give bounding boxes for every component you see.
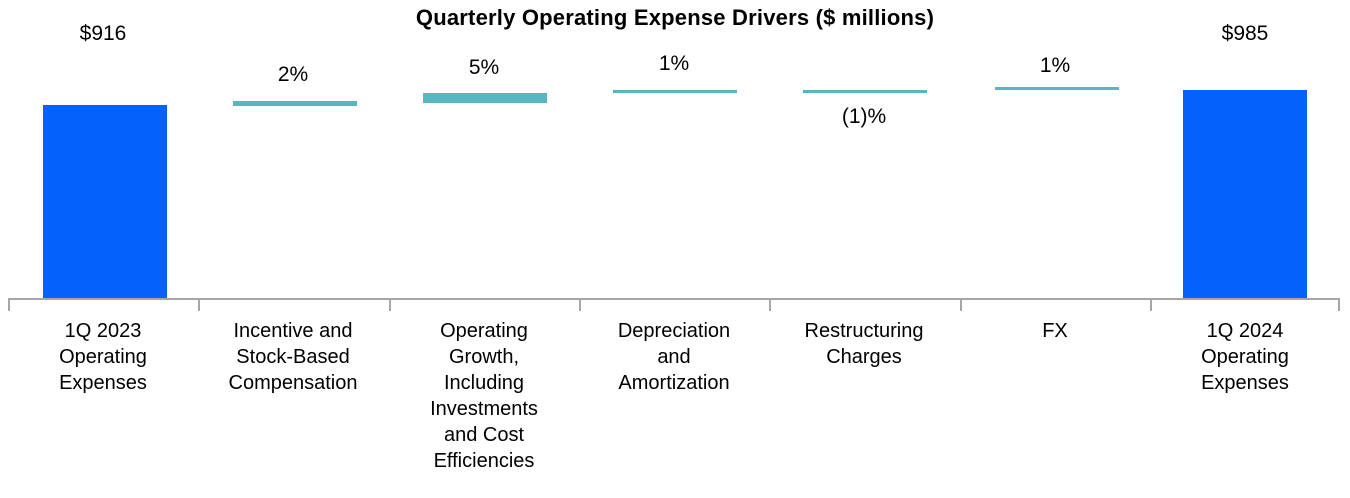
value-label-1q2024: $985 bbox=[1221, 22, 1269, 45]
axis-tick bbox=[960, 298, 962, 311]
value-label-fx: 1% bbox=[1039, 54, 1071, 77]
chart-title: Quarterly Operating Expense Drivers ($ m… bbox=[415, 5, 935, 30]
category-label-fx: FX bbox=[1042, 320, 1068, 342]
x-axis-line bbox=[8, 298, 1340, 300]
category-label-incentive-comp: Incentive and Stock-Based Compensation bbox=[228, 320, 358, 394]
axis-tick bbox=[1338, 298, 1340, 311]
category-label-depreciation: Depreciation and Amortization bbox=[617, 320, 731, 394]
axis-tick bbox=[1150, 298, 1152, 311]
axis-tick bbox=[198, 298, 200, 311]
bar-restructuring-charges bbox=[803, 90, 927, 93]
category-label-restructuring: Restructuring Charges bbox=[804, 320, 924, 368]
axis-tick bbox=[769, 298, 771, 311]
axis-tick bbox=[579, 298, 581, 311]
category-label-1q2023: 1Q 2023 Operating Expenses bbox=[59, 320, 147, 394]
value-label-incentive-comp: 2% bbox=[277, 63, 309, 86]
bar-incentive-stock-based-compensation bbox=[233, 101, 357, 106]
category-label-1q2024: 1Q 2024 Operating Expenses bbox=[1201, 320, 1289, 394]
bar-1q2023-operating-expenses bbox=[43, 105, 167, 298]
bar-1q2024-operating-expenses bbox=[1183, 90, 1307, 298]
value-label-restructuring: (1)% bbox=[841, 105, 887, 128]
bar-depreciation-amortization bbox=[613, 90, 737, 93]
bar-fx bbox=[995, 87, 1119, 90]
bar-operating-growth bbox=[423, 93, 547, 103]
axis-tick bbox=[8, 298, 10, 311]
category-label-operating-growth: Operating Growth, Including Investments … bbox=[430, 320, 538, 472]
value-label-depreciation: 1% bbox=[658, 52, 690, 75]
value-label-operating-growth: 5% bbox=[468, 56, 500, 79]
axis-tick bbox=[389, 298, 391, 311]
value-label-1q2023: $916 bbox=[79, 22, 127, 45]
